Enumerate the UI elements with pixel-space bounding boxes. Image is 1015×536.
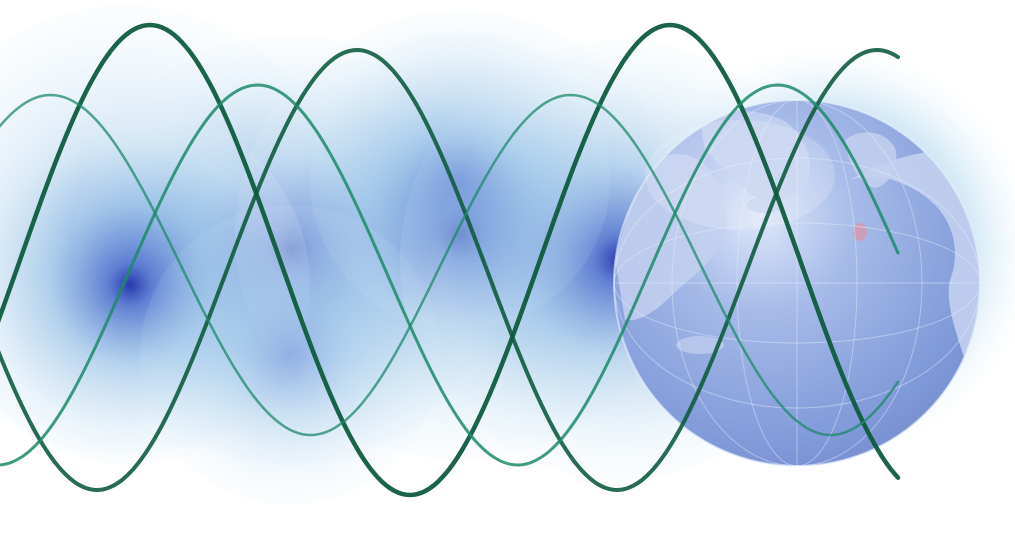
sine-wave-ribbon	[0, 22, 901, 498]
sine-wave-ribbon	[0, 47, 900, 493]
orb-layer	[0, 5, 840, 505]
sine-wave-ribbon	[0, 93, 900, 437]
blue-orb	[310, 30, 610, 330]
sine-wave-layer	[0, 22, 901, 498]
sine-wave-ribbon	[0, 83, 900, 467]
